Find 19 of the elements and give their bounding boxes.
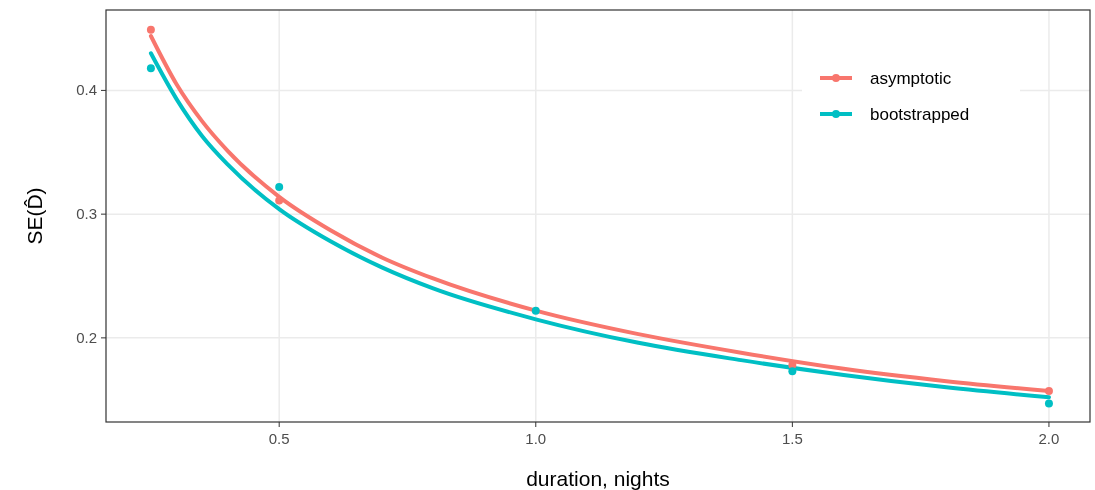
y-tick-label: 0.2 — [76, 328, 97, 346]
point — [788, 367, 797, 376]
legend-label: asymptotic — [870, 69, 952, 88]
point — [1044, 387, 1053, 396]
point — [275, 182, 284, 191]
y-tick-label: 0.4 — [76, 81, 97, 99]
legend-label: bootstrapped — [870, 105, 970, 124]
x-tick-label: 0.5 — [268, 430, 290, 447]
x-tick-label: 1.5 — [781, 430, 803, 447]
point — [146, 64, 155, 73]
point — [146, 25, 155, 34]
x-tick-label: 2.0 — [1038, 430, 1060, 447]
x-tick-label: 1.0 — [525, 430, 547, 447]
y-tick-label: 0.3 — [76, 205, 97, 223]
point — [275, 196, 284, 205]
point — [1044, 399, 1053, 408]
y-axis-title: SE(D̂) — [23, 187, 46, 245]
x-axis-title: duration, nights — [526, 467, 670, 490]
point — [531, 306, 540, 315]
